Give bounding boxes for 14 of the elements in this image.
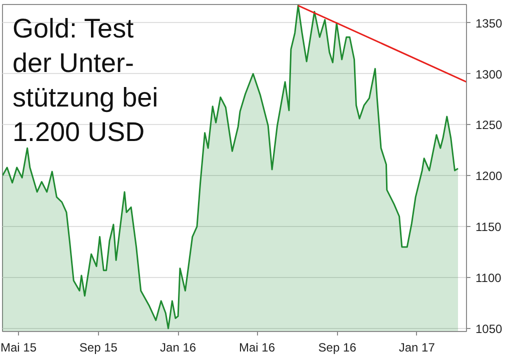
x-tick-label: Mai 15 [0,340,37,354]
x-tick-label: Sep 16 [318,340,357,354]
x-tick-label: Mai 16 [239,340,276,354]
y-tick-label: 1200 [476,169,503,184]
y-tick-label: 1250 [476,118,503,132]
x-tick-label: Jan 16 [160,340,196,354]
x-tick-label: Sep 15 [79,340,118,354]
y-tick-label: 1350 [476,16,503,30]
y-tick-label: 1050 [476,322,503,336]
y-tick-label: 1150 [476,220,502,234]
y-tick-label: 1300 [476,67,503,82]
x-tick-label: Jan 17 [398,340,436,354]
y-tick-label: 1100 [476,271,502,286]
text: Gold: Test der Unter- stützung bei 1.200 USD [12,14,158,147]
